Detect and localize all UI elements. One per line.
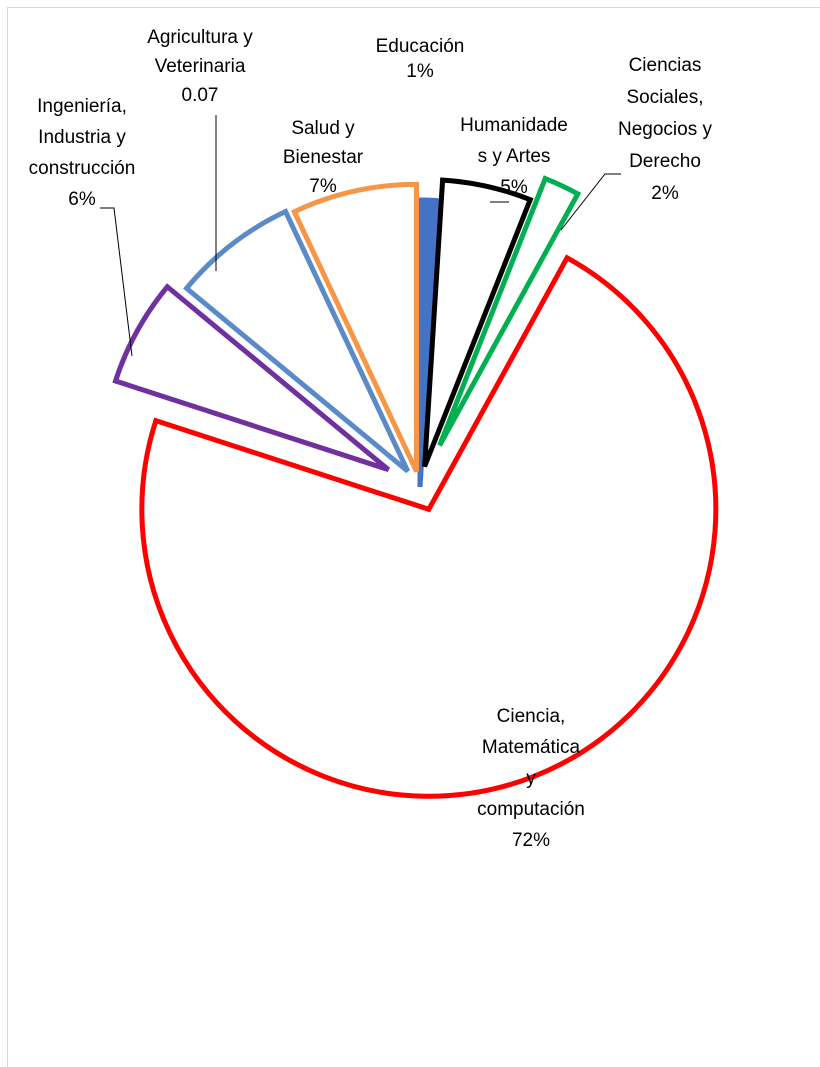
- pie-slice-3: [437, 175, 582, 447]
- slice-name-line: Bienestar: [283, 147, 364, 168]
- leader-line-3: [560, 173, 621, 231]
- slice-value-label: 5%: [500, 177, 528, 198]
- slice-label-5: Ingeniería, Industria y construcción 6%: [29, 96, 136, 210]
- slice-name-line: s y Artes: [478, 146, 551, 167]
- pie-slice-1: [417, 197, 441, 488]
- slice-label-1: Educación 1%: [376, 36, 465, 82]
- slice-name-line: Educación: [376, 36, 465, 57]
- slice-name-line: Ciencia,: [497, 706, 566, 727]
- slice-value-label: 6%: [68, 189, 96, 210]
- slice-name-line: Negocios y: [618, 119, 712, 140]
- leader-line-5: [100, 207, 133, 357]
- slice-label-4: Ciencia, Matemática y computación 72%: [477, 706, 585, 851]
- pie-slice-7: [290, 181, 420, 473]
- slice-name-line: Sociales,: [626, 87, 703, 108]
- slice-name-line: construcción: [29, 158, 136, 179]
- slice-name-line: Industria y: [38, 127, 126, 148]
- slice-value-label: 2%: [651, 183, 679, 204]
- pie-slice-6: [183, 208, 411, 474]
- slice-label-7: Salud y Bienestar 7%: [283, 118, 364, 197]
- pie-slice-4: [139, 254, 719, 799]
- slice-name-line: Derecho: [629, 151, 701, 172]
- slice-label-2: Humanidade s y Artes 5%: [460, 115, 568, 198]
- slice-name-line: computación: [477, 799, 585, 820]
- slice-name-line: Agricultura y: [147, 27, 253, 48]
- slice-name-line: Salud y: [291, 118, 355, 139]
- slice-value-label: 0.07: [182, 85, 219, 106]
- pie-slice-2: [422, 177, 534, 468]
- slice-name-line: y: [526, 768, 536, 789]
- slice-name-line: Ingeniería,: [37, 96, 127, 117]
- slice-label-3: Ciencias Sociales, Negocios y Derecho 2%: [618, 55, 712, 204]
- pie-slice-5: [112, 283, 391, 473]
- slice-name-line: Ciencias: [629, 55, 702, 76]
- slice-value-label: 72%: [512, 830, 550, 851]
- slice-value-label: 1%: [406, 61, 434, 82]
- slice-name-line: Humanidade: [460, 115, 568, 136]
- slice-value-label: 7%: [309, 176, 337, 197]
- slice-name-line: Veterinaria: [155, 56, 246, 77]
- chart-frame: [7, 7, 820, 1067]
- slice-label-6: Agricultura y Veterinaria 0.07: [147, 27, 253, 106]
- slice-name-line: Matemática: [482, 737, 581, 758]
